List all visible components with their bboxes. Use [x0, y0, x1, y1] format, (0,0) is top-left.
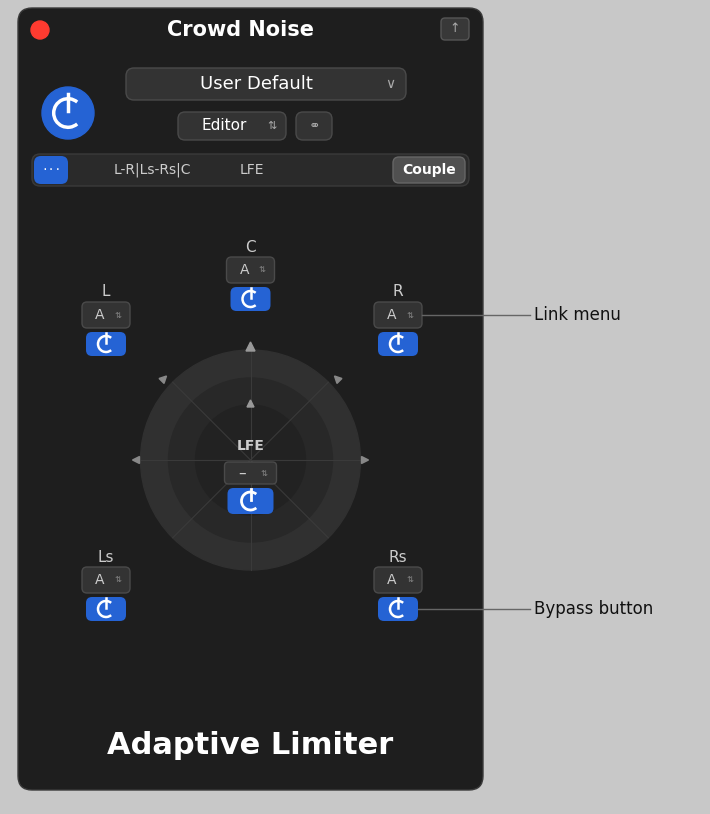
Circle shape — [141, 350, 361, 570]
Text: ⇅: ⇅ — [114, 575, 121, 584]
FancyBboxPatch shape — [86, 332, 126, 356]
FancyBboxPatch shape — [441, 18, 469, 40]
Text: User Default: User Default — [200, 75, 312, 93]
FancyBboxPatch shape — [393, 157, 465, 183]
Text: ⇅: ⇅ — [259, 265, 266, 274]
Text: A: A — [95, 573, 105, 587]
Circle shape — [195, 405, 305, 515]
Circle shape — [168, 378, 332, 542]
Text: ⇅: ⇅ — [407, 310, 413, 320]
Text: Ls: Ls — [98, 549, 114, 564]
Text: Rs: Rs — [388, 549, 408, 564]
FancyBboxPatch shape — [18, 8, 483, 790]
Polygon shape — [361, 457, 368, 463]
FancyBboxPatch shape — [86, 597, 126, 621]
Polygon shape — [334, 376, 342, 383]
FancyBboxPatch shape — [82, 567, 130, 593]
Text: R: R — [393, 285, 403, 300]
Text: LFE: LFE — [240, 163, 264, 177]
Text: Editor: Editor — [202, 119, 246, 133]
FancyBboxPatch shape — [374, 302, 422, 328]
FancyBboxPatch shape — [231, 287, 271, 311]
FancyBboxPatch shape — [378, 332, 418, 356]
FancyBboxPatch shape — [224, 462, 276, 484]
Text: LFE: LFE — [236, 439, 264, 453]
Text: A: A — [240, 263, 249, 277]
Text: ↑: ↑ — [449, 23, 460, 36]
FancyBboxPatch shape — [126, 68, 406, 100]
Text: L-R|Ls-Rs|C: L-R|Ls-Rs|C — [114, 163, 191, 177]
Text: ⇅: ⇅ — [407, 575, 413, 584]
Text: ···: ··· — [41, 165, 61, 175]
Text: A: A — [95, 308, 105, 322]
Circle shape — [42, 87, 94, 139]
Text: A: A — [387, 308, 397, 322]
Text: ∨: ∨ — [385, 77, 395, 91]
FancyBboxPatch shape — [226, 257, 275, 283]
FancyBboxPatch shape — [296, 112, 332, 140]
Text: Link menu: Link menu — [534, 306, 621, 324]
Polygon shape — [247, 400, 254, 407]
Text: Couple: Couple — [402, 163, 456, 177]
FancyBboxPatch shape — [374, 567, 422, 593]
Text: ⇅: ⇅ — [261, 469, 268, 478]
Text: ⇅: ⇅ — [267, 121, 277, 131]
Text: ⇅: ⇅ — [114, 310, 121, 320]
FancyBboxPatch shape — [227, 488, 273, 514]
Text: A: A — [387, 573, 397, 587]
Text: ⚭: ⚭ — [308, 119, 320, 133]
FancyBboxPatch shape — [378, 597, 418, 621]
Text: Adaptive Limiter: Adaptive Limiter — [107, 730, 393, 759]
FancyBboxPatch shape — [178, 112, 286, 140]
Text: L: L — [102, 285, 110, 300]
Text: C: C — [245, 239, 256, 255]
FancyBboxPatch shape — [82, 302, 130, 328]
Text: Bypass button: Bypass button — [534, 600, 653, 618]
FancyBboxPatch shape — [32, 154, 469, 186]
Text: Crowd Noise: Crowd Noise — [167, 20, 314, 40]
Text: –: – — [239, 466, 246, 480]
FancyBboxPatch shape — [34, 156, 68, 184]
Polygon shape — [159, 376, 167, 383]
Polygon shape — [246, 342, 255, 351]
Circle shape — [31, 21, 49, 39]
Polygon shape — [133, 457, 139, 463]
